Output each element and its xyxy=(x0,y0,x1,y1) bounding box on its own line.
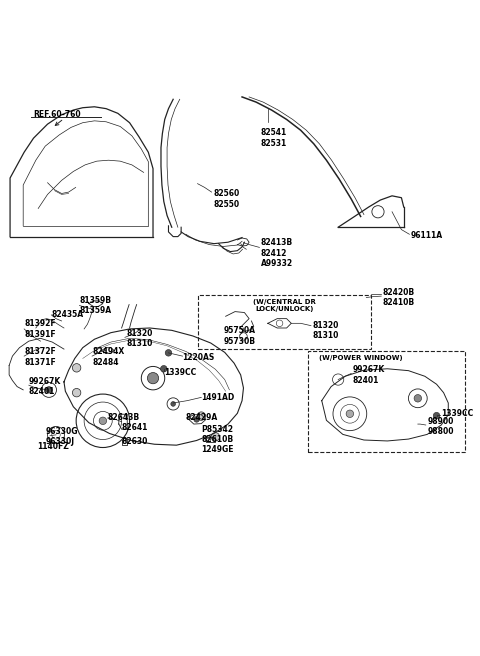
Text: 1220AS: 1220AS xyxy=(182,352,215,361)
Circle shape xyxy=(194,417,199,422)
Text: 82420B
82410B: 82420B 82410B xyxy=(383,288,415,307)
Text: 81320
81310: 81320 81310 xyxy=(126,329,153,348)
Circle shape xyxy=(46,386,52,393)
Text: 96330G
96330J: 96330G 96330J xyxy=(45,427,78,447)
Text: REF.60-760: REF.60-760 xyxy=(34,110,81,119)
Text: 82429A: 82429A xyxy=(186,413,218,422)
Text: 1339CC: 1339CC xyxy=(441,409,473,419)
Circle shape xyxy=(171,401,176,406)
Text: 82494X
82484: 82494X 82484 xyxy=(92,348,124,367)
Circle shape xyxy=(197,412,205,420)
Text: 82435A: 82435A xyxy=(51,310,84,319)
Text: 1491AD: 1491AD xyxy=(201,393,235,402)
Text: 81392F
81391F: 81392F 81391F xyxy=(24,319,56,338)
Circle shape xyxy=(99,417,107,424)
Text: 81359B
81359A: 81359B 81359A xyxy=(79,296,111,315)
Text: 96111A: 96111A xyxy=(411,231,443,239)
Text: 1140FZ: 1140FZ xyxy=(37,441,69,451)
Text: 82560
82550: 82560 82550 xyxy=(214,190,240,209)
Circle shape xyxy=(433,413,440,419)
Text: (W/POWER WINDOW): (W/POWER WINDOW) xyxy=(319,355,403,361)
Circle shape xyxy=(414,394,421,402)
Circle shape xyxy=(165,350,172,356)
Text: 99267K
82401: 99267K 82401 xyxy=(29,377,61,396)
Circle shape xyxy=(211,432,219,441)
Circle shape xyxy=(72,388,81,397)
Text: 82541
82531: 82541 82531 xyxy=(261,129,287,148)
Text: 82641: 82641 xyxy=(121,423,148,432)
Text: 81372F
81371F: 81372F 81371F xyxy=(24,348,56,367)
Circle shape xyxy=(147,373,158,384)
Text: (W/CENTRAL DR
LOCK/UNLOCK): (W/CENTRAL DR LOCK/UNLOCK) xyxy=(253,299,316,312)
Text: 98900
98800: 98900 98800 xyxy=(427,417,454,436)
Text: 81320
81310: 81320 81310 xyxy=(312,321,339,340)
Text: 99267K
82401: 99267K 82401 xyxy=(352,365,384,384)
Circle shape xyxy=(72,363,81,372)
Text: 1339CC: 1339CC xyxy=(164,368,196,377)
Text: 82413B
82412
A99332: 82413B 82412 A99332 xyxy=(261,238,293,268)
Text: 95750A
95730B: 95750A 95730B xyxy=(223,326,255,346)
Text: 82630: 82630 xyxy=(121,437,148,446)
Circle shape xyxy=(346,410,354,417)
Text: P85342
82610B
1249GE: P85342 82610B 1249GE xyxy=(201,424,234,455)
Text: 82643B: 82643B xyxy=(108,413,140,422)
Circle shape xyxy=(160,365,167,372)
